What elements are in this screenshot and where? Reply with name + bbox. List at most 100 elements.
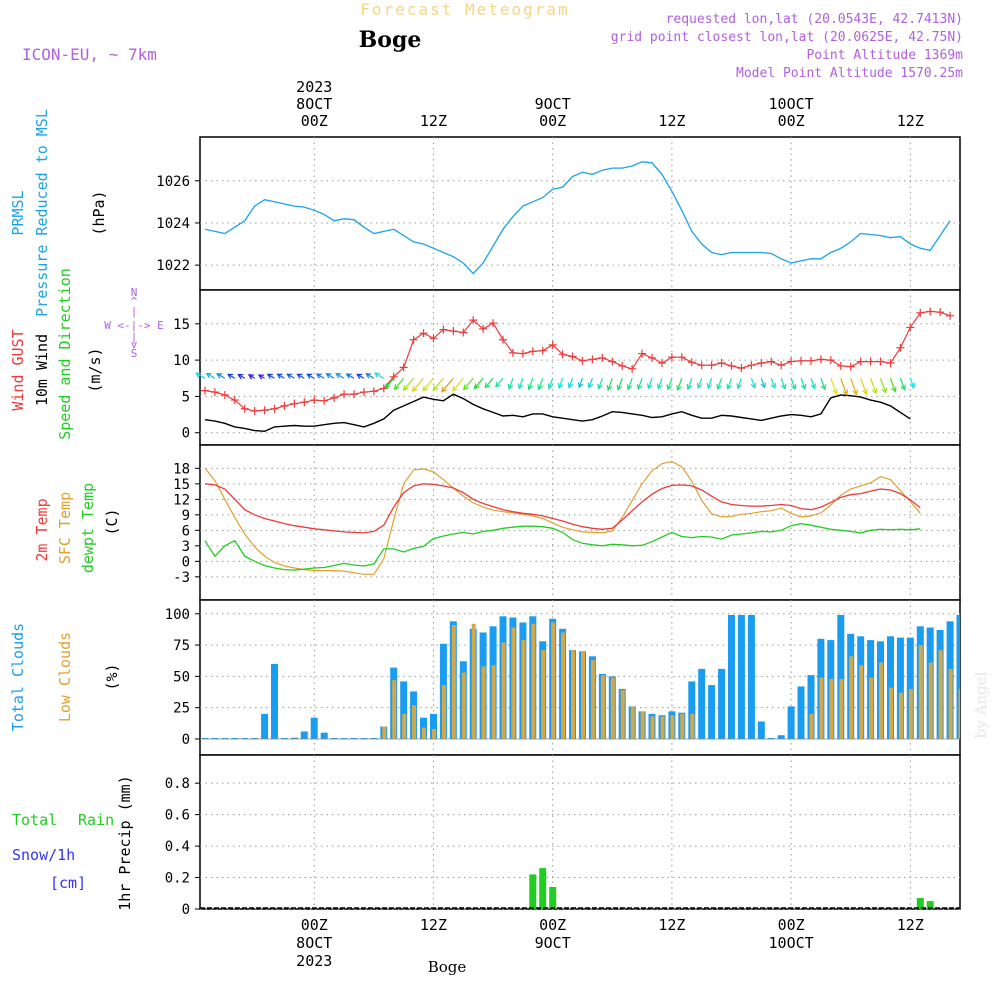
- gust-marker: [727, 361, 736, 370]
- wind-arrow-head: [790, 384, 797, 391]
- wind-arrow: [899, 378, 906, 390]
- gust-marker: [777, 361, 786, 370]
- gust-marker: [469, 316, 478, 325]
- wind-arrow-head: [227, 373, 234, 380]
- wind-arrow: [374, 372, 385, 379]
- gust-marker: [826, 356, 835, 365]
- low-cloud-bar: [561, 632, 566, 739]
- wind-arrow: [707, 378, 713, 389]
- wind-arrow: [206, 372, 216, 379]
- gust-marker: [518, 349, 527, 358]
- wind-line: [204, 393, 911, 433]
- low-cloud-bar: [938, 650, 943, 739]
- gust-marker: [210, 388, 219, 397]
- wind-arrow: [441, 377, 454, 393]
- wind-arrow: [598, 378, 603, 389]
- gust-marker: [598, 353, 607, 362]
- low-cloud-bar: [918, 645, 923, 739]
- wind-arrow: [277, 373, 285, 379]
- wind-arrow-head: [205, 372, 212, 379]
- gust-marker: [697, 361, 706, 370]
- total-cloud-bar: [718, 668, 726, 739]
- top-time-label: 00Z: [539, 112, 566, 130]
- gust-marker: [916, 308, 925, 317]
- low-cloud-bar: [630, 706, 635, 739]
- gust-marker: [896, 343, 905, 352]
- gust-marker: [946, 311, 955, 320]
- wind-arrow: [687, 378, 693, 390]
- wind-arrow: [508, 378, 514, 390]
- clouds-ytick-label: 25: [173, 701, 190, 717]
- total-cloud-bar: [896, 637, 904, 739]
- bottom-time-label: 00Z: [539, 916, 566, 934]
- wind-arrow: [548, 378, 554, 389]
- temperature-ytick-label: 0: [182, 554, 190, 570]
- low-cloud-bar: [551, 622, 556, 739]
- wind-points: [204, 0, 951, 432]
- total-cloud-bar: [430, 713, 437, 739]
- wind-arrow: [267, 373, 275, 379]
- gust-marker: [429, 334, 438, 343]
- wind-arrow: [750, 378, 756, 389]
- wind-arrow: [737, 378, 743, 389]
- total-cloud-bar: [320, 732, 328, 739]
- total-cloud-bar: [231, 738, 239, 739]
- temp-unit: (C): [103, 508, 121, 535]
- gust-marker: [568, 352, 577, 361]
- low-cloud-bar: [541, 650, 546, 739]
- gust-marker: [797, 356, 806, 365]
- wind-arrow: [909, 378, 915, 389]
- temperature-frame: [199, 444, 961, 601]
- low-cloud-bar: [690, 713, 695, 739]
- wind-arrow: [538, 378, 544, 390]
- total-cloud-bar: [261, 713, 269, 739]
- wind-arrow-head: [356, 373, 363, 380]
- low-cloud-bar: [869, 677, 874, 739]
- wind-frame: [199, 289, 961, 446]
- low-cloud-bar: [809, 713, 814, 739]
- wind-arrow: [568, 378, 574, 388]
- wind-arrow: [870, 378, 877, 394]
- wind-arrow: [463, 377, 474, 390]
- gust-marker: [677, 353, 686, 362]
- wind-arrow-head: [587, 382, 594, 389]
- gust-marker: [856, 357, 865, 366]
- wind-arrow: [432, 377, 444, 391]
- wind-arrow: [879, 378, 887, 393]
- wind-arrow: [617, 378, 623, 390]
- total-cloud-bar: [767, 738, 775, 739]
- gust-markers: [200, 307, 955, 415]
- low-cloud-bar: [889, 687, 893, 739]
- precip-total-label: Total: [12, 811, 57, 829]
- gust-marker: [369, 387, 378, 396]
- precip-snow-label: Snow/1h: [12, 846, 75, 864]
- low-cloud-bar: [422, 727, 426, 739]
- total-cloud-bar: [956, 615, 960, 739]
- precip-snow-unit: [cm]: [50, 874, 86, 892]
- wind-arrow: [385, 377, 395, 389]
- low-cloud-bar: [432, 729, 436, 739]
- wind-line: [204, 310, 951, 412]
- temperature-points: [204, 0, 951, 575]
- gust-marker: [906, 323, 915, 332]
- wind-arrow: [452, 377, 464, 392]
- low-cloud-bar: [441, 685, 446, 739]
- wind-arrow: [840, 378, 848, 395]
- wind-arrow-head: [736, 383, 742, 390]
- rain-bar: [529, 874, 537, 909]
- total-cloud-bar: [370, 738, 378, 739]
- wind-arrow-head: [909, 382, 916, 389]
- wind-arrow: [365, 373, 375, 379]
- wind-arrow: [495, 377, 504, 388]
- wind-arrow: [528, 378, 534, 390]
- low-cloud-bar: [471, 623, 476, 739]
- wind-arrow: [196, 372, 206, 379]
- wind-arrow: [810, 378, 816, 389]
- wind-arrow: [647, 378, 653, 389]
- total-cloud-bar: [837, 615, 845, 739]
- wind-arrow: [307, 373, 315, 379]
- wind-arrow-head: [770, 383, 777, 390]
- low-cloud-bar: [819, 677, 824, 739]
- wind-arrow-head: [315, 373, 322, 379]
